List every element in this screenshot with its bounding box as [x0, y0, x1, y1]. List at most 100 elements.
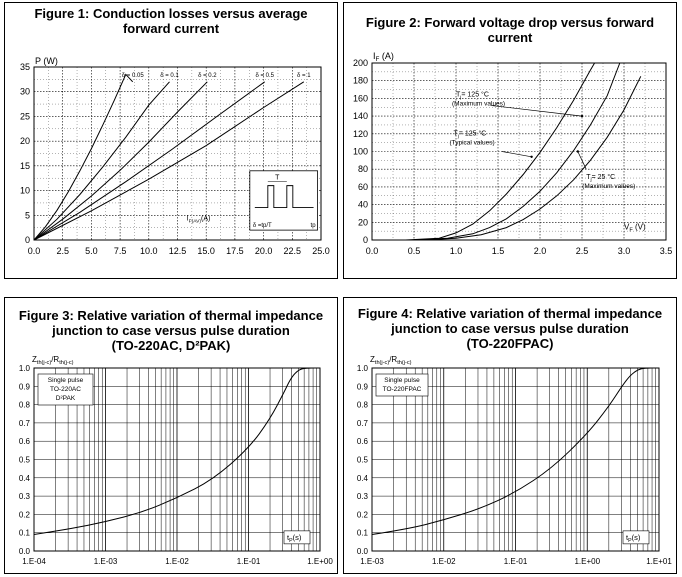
x-tick-label: 1.E-01	[504, 557, 528, 566]
x-axis-label: IF(AV)(A)	[187, 216, 211, 225]
x-tick-label: 1.E+00	[307, 557, 333, 566]
inset-pulse-waveform	[254, 185, 314, 209]
legend-text: Single pulse	[384, 377, 420, 384]
figure-2-title-line-2: current	[487, 30, 533, 45]
figure-4-title-line-3: (TO-220FPAC)	[466, 336, 554, 351]
plot-frame	[371, 367, 660, 552]
y-tick-label: 0.6	[19, 437, 31, 446]
curve-annotation-arrowhead	[580, 114, 584, 118]
y-tick-label: 40	[358, 200, 368, 210]
inset-duty-label: δ =tp/T	[253, 223, 272, 229]
x-tick-label: 7.5	[114, 246, 127, 256]
x-tick-label: 15.0	[197, 246, 215, 256]
series-label: δ = 0.2	[198, 73, 217, 79]
x-tick-label: 1.E-03	[360, 557, 384, 566]
y-tick-label: 20	[358, 217, 368, 227]
curve-annotation-arrowhead	[576, 150, 579, 153]
y-tick-label: 0.5	[19, 456, 31, 465]
figure-3-title: Figure 3: Relative variation of thermal …	[5, 308, 337, 353]
y-tick-label: 0.8	[357, 401, 369, 410]
series-line	[371, 367, 659, 535]
y-tick-label: 15	[20, 161, 30, 171]
series-line	[422, 76, 642, 241]
y-tick-label: 0.2	[19, 510, 31, 519]
y-tick-label: 60	[358, 182, 368, 192]
x-tick-label: 12.5	[169, 246, 187, 256]
y-tick-label: 0.4	[19, 474, 31, 483]
x-tick-label: 0.5	[408, 246, 421, 256]
y-tick-label: 0.0	[19, 547, 31, 556]
series-line	[405, 62, 596, 241]
series-label: δ = 0.05	[122, 73, 145, 79]
series-line	[413, 62, 621, 241]
curve-annotation-leader	[502, 151, 532, 158]
figure-4-title-line-1: Figure 4: Relative variation of thermal …	[357, 306, 663, 321]
x-tick-label: 1.E-01	[237, 557, 261, 566]
y-tick-label: 0.7	[357, 419, 369, 428]
figure-2-title-line-1: Figure 2: Forward voltage drop versus fo…	[365, 15, 655, 30]
y-tick-label: 20	[20, 136, 30, 146]
x-tick-label: 0.0	[366, 246, 379, 256]
y-tick-label: 0.1	[19, 529, 31, 538]
y-axis-label: Zth(j-c)/Rth(j-c)	[370, 355, 412, 366]
x-tick-label: 2.5	[576, 246, 589, 256]
x-tick-label: 20.0	[255, 246, 273, 256]
curve-annotation-title: Tj= 25 °C	[586, 173, 615, 183]
figure-4-title: Figure 4: Relative variation of thermal …	[344, 306, 676, 351]
y-tick-label: 30	[20, 87, 30, 97]
y-tick-label: 10	[20, 186, 30, 196]
x-tick-label: 2.0	[534, 246, 547, 256]
figure-4-chart: 1.E-03 1.E-02 1.E-01 1.E+00 1.E+01 0.0 0.1 0.2 0…	[357, 355, 672, 566]
legend-text: TO-220AC	[50, 386, 81, 393]
y-tick-label: 0.7	[19, 419, 31, 428]
series-label: δ = 0.5	[255, 73, 274, 79]
y-tick-label: 0.4	[357, 474, 369, 483]
figure-1-title: Figure 1: Conduction losses versus avera…	[5, 6, 337, 36]
x-tick-label: 1.E-03	[94, 557, 118, 566]
curve-annotation-arrowhead	[530, 155, 533, 159]
legend-text: TO-220FPAC	[383, 386, 422, 393]
y-tick-label: 0.3	[357, 492, 369, 501]
y-tick-label: 180	[353, 76, 368, 86]
x-tick-label: 1.5	[492, 246, 505, 256]
figure-1-title-line-1: Figure 1: Conduction losses versus avera…	[34, 6, 308, 21]
y-tick-label: 0.9	[357, 382, 369, 391]
plot-frame	[33, 66, 322, 241]
legend-text: Single pulse	[48, 377, 84, 384]
x-tick-label: 1.E-02	[432, 557, 456, 566]
curve-annotation-subtitle: (Maximum values)	[452, 101, 505, 108]
legend-box	[375, 373, 429, 397]
series-line	[33, 73, 134, 241]
series-label: δ = 0.1	[160, 73, 179, 79]
y-tick-label: 200	[353, 58, 368, 68]
x-tick-label: 3.0	[618, 246, 631, 256]
y-tick-label: 35	[20, 62, 30, 72]
x-tick-label: 1.E-04	[22, 557, 46, 566]
series-line	[33, 81, 170, 241]
figure-3-title-line-2: junction to case versus pulse duration	[52, 323, 290, 338]
y-tick-label: 0.3	[19, 492, 31, 501]
figure-2-title: Figure 2: Forward voltage drop versus fo…	[344, 15, 676, 45]
y-tick-label: 1.0	[19, 364, 31, 373]
figure-1-panel: Figure 1: Conduction losses versus avera…	[4, 2, 338, 279]
y-axis-label: Zth(j-c)/Rth(j-c)	[32, 355, 74, 366]
y-tick-label: 5	[25, 210, 30, 220]
y-tick-label: 25	[20, 111, 30, 121]
y-tick-label: 140	[353, 111, 368, 121]
figure-3-panel: Figure 3: Relative variation of thermal …	[4, 297, 338, 574]
x-tick-label: 22.5	[284, 246, 302, 256]
y-tick-label: 100	[353, 147, 368, 157]
y-tick-label: 0	[363, 235, 368, 245]
curve-annotation-leader	[577, 151, 587, 170]
inset-period-label: T	[275, 175, 280, 182]
inset-box	[249, 170, 318, 231]
x-tick-label: 1.E-02	[165, 557, 189, 566]
figure-4-panel: Figure 4: Relative variation of thermal …	[343, 297, 677, 574]
y-axis-label: IF (A)	[373, 51, 394, 63]
legend-box	[37, 373, 94, 406]
x-tick-label: 1.E+00	[574, 557, 600, 566]
figure-3-title-line-3: (TO-220AC, D²PAK)	[111, 338, 231, 353]
curve-annotation-leader	[491, 105, 583, 117]
y-tick-label: 0.8	[19, 401, 31, 410]
y-tick-label: 0.6	[357, 437, 369, 446]
